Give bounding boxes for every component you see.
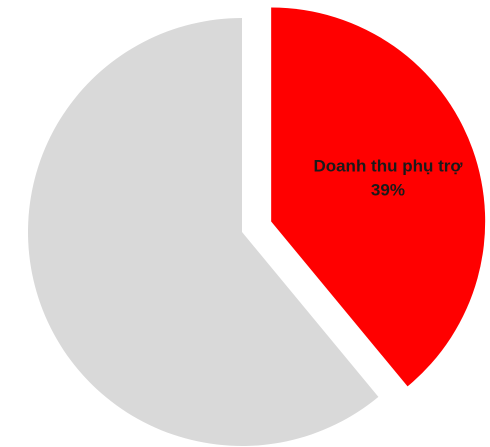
pie-labels: Doanh thu phụ trợ 39%: [313, 156, 463, 199]
pie-slice-doanh-thu-phu-tro: [271, 7, 486, 387]
slice-value-doanh-thu-phu-tro: 39%: [371, 180, 405, 199]
pie-slices: [27, 7, 486, 446]
pie-slice-remainder: [27, 18, 379, 446]
slice-label-doanh-thu-phu-tro: Doanh thu phụ trợ: [313, 156, 463, 175]
